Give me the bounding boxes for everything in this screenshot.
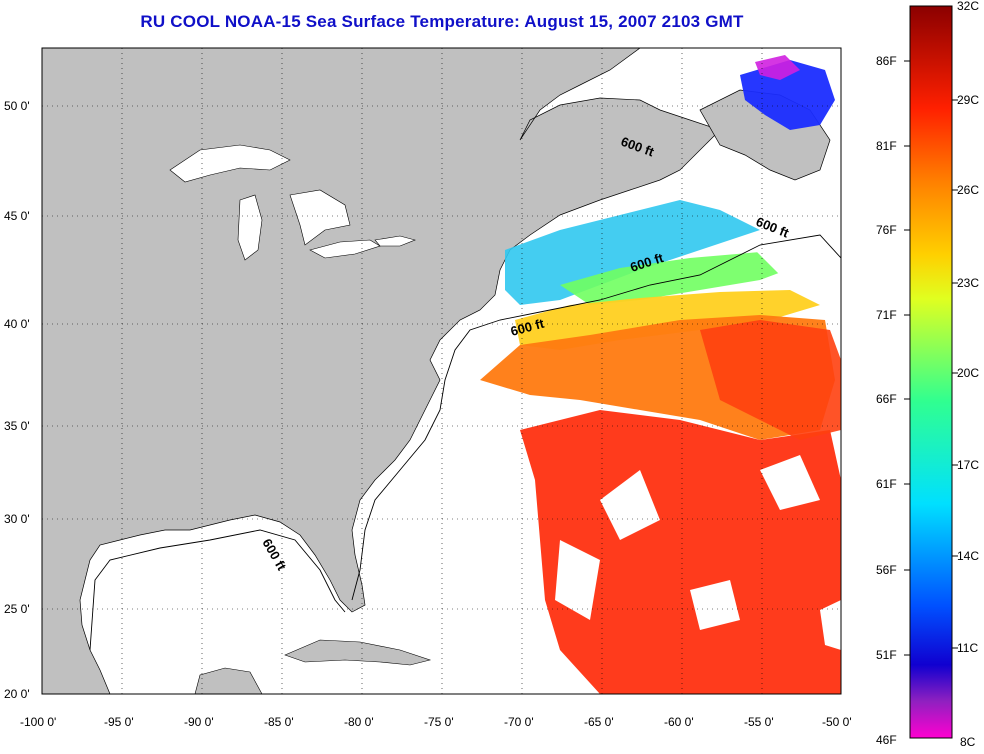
colorbar-c-label: 11C — [957, 641, 978, 655]
lake-huron — [289, 189, 351, 246]
cloud-gap-5 — [820, 600, 841, 650]
lon-label: -85 0' — [264, 715, 294, 729]
lake-superior — [169, 144, 291, 183]
lon-label: -60 0' — [664, 715, 694, 729]
colorbar-f-label: 56F — [876, 563, 897, 577]
sst-red-east — [700, 320, 841, 440]
lon-label: -75 0' — [424, 715, 454, 729]
lon-label: -65 0' — [584, 715, 614, 729]
colorbar-c-label: 29C — [957, 93, 979, 107]
lat-label: 35 0' — [4, 419, 30, 433]
map-frame — [41, 47, 842, 695]
colorbar-c-label: 17C — [957, 458, 979, 472]
colorbar-f-label: 61F — [876, 477, 897, 491]
lat-label: 20 0' — [4, 687, 30, 701]
cloud-gap-2 — [555, 540, 600, 620]
cloud-gap-3 — [760, 455, 820, 510]
lon-label: -80 0' — [344, 715, 374, 729]
colorbar-c-label: 14C — [957, 549, 979, 563]
lat-label: 40 0' — [4, 317, 30, 331]
colorbar-f-label: 66F — [876, 392, 897, 406]
land-cuba — [284, 639, 432, 666]
colorbar-f-label: 81F — [876, 139, 897, 153]
colorbar-f-label: 71F — [876, 308, 897, 322]
isobath-600ft — [89, 234, 841, 651]
lon-label: -55 0' — [744, 715, 774, 729]
colorbar-c-label: 23C — [957, 276, 979, 290]
colorbar-f-label: 86F — [876, 54, 897, 68]
colorbar-f-label: 51F — [876, 648, 897, 662]
lake-ontario — [374, 235, 416, 247]
colorbar-c-label: 32C — [957, 0, 979, 13]
lon-label: -70 0' — [504, 715, 534, 729]
lat-label: 30 0' — [4, 512, 30, 526]
colorbar-c-label: 20C — [957, 366, 979, 380]
colorbar-ticks — [904, 60, 958, 656]
lat-label: 50 0' — [4, 99, 30, 113]
land-north-america — [42, 48, 721, 694]
map-title: RU COOL NOAA-15 Sea Surface Temperature:… — [140, 12, 744, 31]
lon-label: -95 0' — [104, 715, 134, 729]
lat-label: 25 0' — [4, 602, 30, 616]
colorbar-c-label: 8C — [960, 735, 976, 749]
sst-cold-labrador — [740, 60, 835, 130]
cloud-gap-1 — [600, 470, 660, 540]
colorbar-c-label: 26C — [957, 183, 979, 197]
lat-label: 45 0' — [4, 209, 30, 223]
lon-label: -50 0' — [822, 715, 852, 729]
colorbar-f-label: 76F — [876, 223, 897, 237]
sst-purple-patch — [755, 55, 800, 80]
lon-label: -100 0' — [20, 715, 56, 729]
sst-cool-gulf-maine — [505, 200, 760, 305]
graticule — [42, 48, 841, 694]
colorbar-f-label: 46F — [876, 733, 897, 747]
sst-red-sargasso — [520, 410, 841, 694]
temperature-colorbar — [909, 5, 953, 739]
sst-green-slope — [560, 252, 800, 305]
lake-michigan — [237, 194, 263, 261]
land-yucatan — [194, 667, 263, 694]
cloud-gap-4 — [690, 580, 740, 630]
lon-label: -90 0' — [184, 715, 214, 729]
